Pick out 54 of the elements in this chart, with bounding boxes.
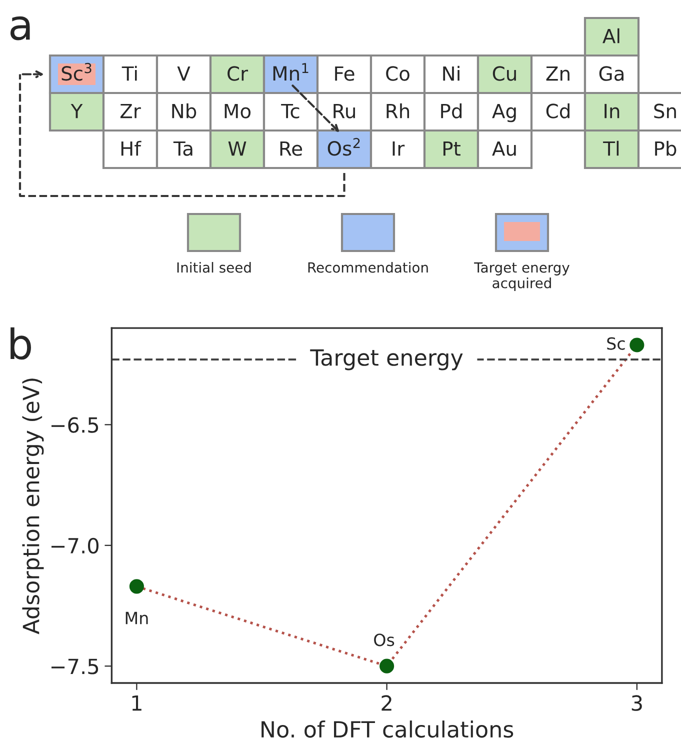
- category-label: Co: [386, 66, 410, 81]
- category-label: Ag: [492, 104, 516, 122]
- text: Target energy acquired: [474, 262, 570, 291]
- category-label: Hf: [121, 140, 142, 156]
- category-label: Zr: [120, 104, 141, 118]
- category-label: Al: [602, 28, 620, 44]
- category-label: Pt: [443, 141, 460, 156]
- category-label: Y: [70, 104, 83, 118]
- category-label: Tc: [281, 104, 300, 118]
- y-tick-label: −6.5: [51, 417, 98, 433]
- text: a: [10, 16, 30, 40]
- y-tick-label: −7.0: [51, 538, 98, 554]
- x-tick-label: 2: [382, 695, 392, 711]
- point: [630, 338, 644, 352]
- category-label: Fe: [335, 66, 354, 81]
- category-label: Sc$^{3}$: [62, 62, 92, 81]
- x-tick-label: 3: [632, 695, 642, 711]
- category-label: Au: [492, 141, 516, 156]
- y-tick-label: −7.5: [51, 658, 98, 674]
- point: [380, 658, 394, 674]
- category-label: Cr: [228, 66, 248, 81]
- category-label: Pd: [441, 103, 462, 118]
- x-tick-label: 1: [132, 695, 142, 711]
- category-label: Ta: [173, 141, 192, 156]
- annotation: Os: [374, 634, 394, 646]
- category-label: Ni: [443, 66, 460, 81]
- category-label: V: [177, 66, 190, 81]
- category-label: Cu: [492, 66, 516, 81]
- category-label: Mn$^{1}$: [273, 63, 308, 80]
- category-label: Ti: [122, 66, 137, 81]
- category-label: Tl: [603, 140, 619, 156]
- category-label: Pb: [655, 140, 676, 156]
- category-label: Ru: [334, 104, 355, 118]
- category-label: W: [228, 141, 246, 156]
- category-label: Ga: [599, 66, 624, 81]
- category-label: Zn: [546, 66, 570, 81]
- category-label: Mo: [224, 104, 251, 118]
- ref-line-label: Target energy: [310, 349, 463, 370]
- category-label: Rh: [386, 103, 410, 118]
- category-label: Cd: [546, 103, 570, 118]
- text: Initial seed: [177, 262, 251, 273]
- chart-title: b: [10, 327, 31, 360]
- text: Recommendation: [308, 262, 428, 273]
- x-axis-title: No. of DFT calculations: [262, 720, 514, 738]
- category-label: Sn: [654, 104, 676, 118]
- annotation: Mn: [126, 612, 148, 624]
- category-label: Ir: [392, 141, 405, 156]
- category-label: Nb: [172, 103, 196, 118]
- category-label: Re: [280, 141, 302, 156]
- y-axis-title: Adsorption energy (eV): [22, 378, 44, 634]
- category-label: Os$^{2}$: [328, 138, 360, 156]
- annotation: Sc: [607, 337, 625, 350]
- point: [129, 579, 144, 594]
- category-label: In: [604, 104, 620, 118]
